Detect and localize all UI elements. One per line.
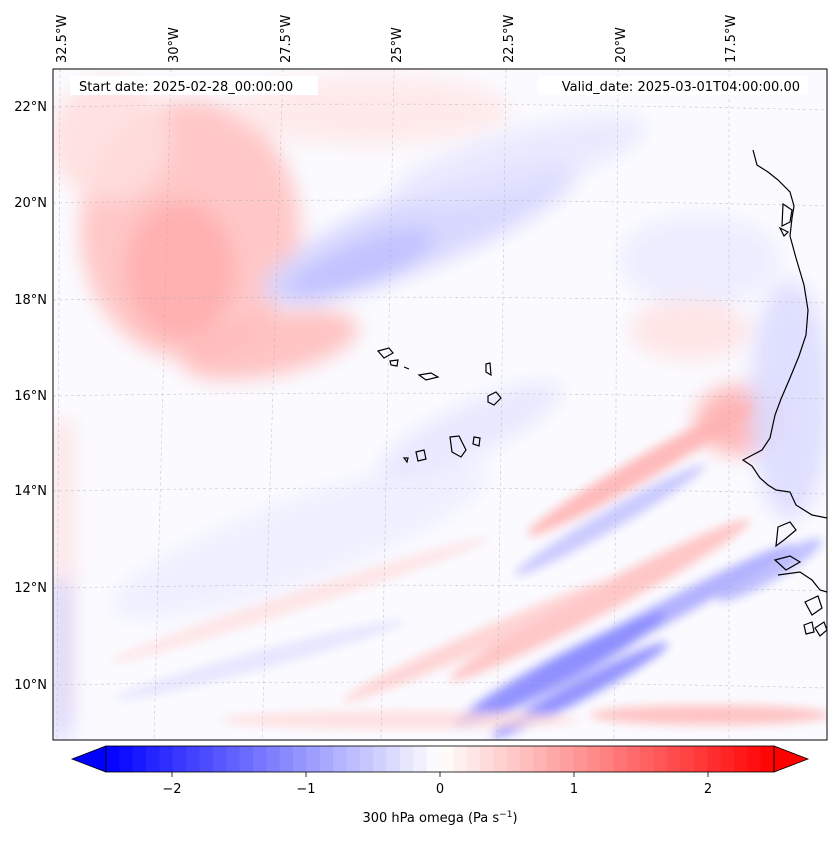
colorbar-cell bbox=[747, 746, 762, 772]
colorbar-cell bbox=[359, 746, 374, 772]
colorbar-cell bbox=[440, 746, 454, 772]
colorbar-cell bbox=[226, 746, 241, 772]
coastline bbox=[741, 149, 827, 637]
colorbar-cell bbox=[426, 746, 441, 772]
colorbar-cell bbox=[306, 746, 321, 772]
lat-label: 20°N bbox=[14, 196, 47, 211]
lon-label: 32.5°W bbox=[55, 15, 70, 63]
lon-label: 27.5°W bbox=[279, 15, 294, 63]
colorbar-cell bbox=[733, 746, 748, 772]
colorbar-cell bbox=[680, 746, 695, 772]
colorbar-cell bbox=[520, 746, 535, 772]
colorbar-cell bbox=[159, 746, 174, 772]
colorbar-label: 300 hPa omega (Pa s−1) bbox=[362, 810, 517, 826]
lon-label: 22.5°W bbox=[502, 15, 517, 63]
colorbar-tick-label: 2 bbox=[704, 782, 712, 797]
colorbar-cell bbox=[266, 746, 281, 772]
colorbar-tick-label: 1 bbox=[570, 782, 578, 797]
colorbar-cell bbox=[252, 746, 267, 772]
lon-label: 30°W bbox=[167, 27, 182, 63]
map-frame bbox=[52, 68, 828, 741]
lat-label: 22°N bbox=[14, 100, 47, 115]
longitude-labels: 32.5°W 30°W 27.5°W 25°W 22.5°W 20°W 17.5… bbox=[55, 15, 739, 63]
colorbar-cell bbox=[586, 746, 601, 772]
colorbar-cell bbox=[239, 746, 254, 772]
colorbar-cell bbox=[399, 746, 414, 772]
colorbar-cell bbox=[466, 746, 481, 772]
colorbar-tick-label: 0 bbox=[436, 782, 444, 797]
start-date-label: Start date: 2025-02-28_00:00:00 bbox=[79, 80, 293, 95]
colorbar-cell bbox=[279, 746, 294, 772]
map-panel: Start date: 2025-02-28_00:00:00 Valid_da… bbox=[53, 69, 827, 740]
colorbar-cell bbox=[132, 746, 147, 772]
colorbar-extend-high bbox=[773, 745, 810, 773]
colorbar-cell bbox=[333, 746, 348, 772]
colorbar-cell bbox=[119, 746, 134, 772]
lon-label: 17.5°W bbox=[724, 15, 739, 63]
colorbar-cell bbox=[413, 746, 428, 772]
colorbar-cell bbox=[627, 746, 641, 772]
colorbar-ticks bbox=[171, 772, 709, 777]
colorbar-cell bbox=[319, 746, 334, 772]
colorbar-cell bbox=[573, 746, 588, 772]
colorbar-cell bbox=[346, 746, 361, 772]
colorbar-cell bbox=[533, 746, 548, 772]
latitude-labels: 22°N 20°N 18°N 16°N 14°N 12°N 10°N bbox=[14, 100, 47, 693]
colorbar: −2 −1 0 1 2 300 hPa omega (Pa s−1) bbox=[70, 745, 810, 826]
colorbar-cell bbox=[667, 746, 682, 772]
colorbar-extend-low bbox=[70, 745, 107, 773]
colorbar-cells bbox=[106, 746, 775, 772]
colorbar-cell bbox=[760, 746, 775, 772]
colorbar-cell bbox=[480, 746, 495, 772]
lat-label: 12°N bbox=[14, 581, 47, 596]
colorbar-label-tail: ) bbox=[512, 811, 517, 826]
colorbar-cell bbox=[199, 746, 214, 772]
colorbar-tick-label: −2 bbox=[162, 782, 181, 797]
lon-label: 25°W bbox=[390, 27, 405, 63]
lat-label: 14°N bbox=[14, 484, 47, 499]
lat-label: 16°N bbox=[14, 389, 47, 404]
colorbar-cell bbox=[186, 746, 201, 772]
colorbar-cell bbox=[546, 746, 561, 772]
lat-label: 10°N bbox=[14, 678, 47, 693]
colorbar-label-main: 300 hPa omega (Pa s bbox=[362, 811, 499, 826]
colorbar-cell bbox=[493, 746, 508, 772]
colorbar-cell bbox=[386, 746, 401, 772]
colorbar-cell bbox=[453, 746, 468, 772]
colorbar-cell bbox=[560, 746, 575, 772]
graticule bbox=[53, 69, 827, 740]
colorbar-cell bbox=[506, 746, 521, 772]
lat-label: 18°N bbox=[14, 293, 47, 308]
colorbar-cell bbox=[146, 746, 161, 772]
colorbar-cell bbox=[293, 746, 307, 772]
islands bbox=[376, 347, 502, 464]
colorbar-cell bbox=[172, 746, 187, 772]
colorbar-cell bbox=[600, 746, 615, 772]
colorbar-tick-label: −1 bbox=[296, 782, 315, 797]
colorbar-cell bbox=[693, 746, 708, 772]
colorbar-cell bbox=[212, 746, 227, 772]
colorbar-cell bbox=[720, 746, 735, 772]
lon-label: 20°W bbox=[614, 27, 629, 63]
colorbar-cell bbox=[613, 746, 628, 772]
omega-field bbox=[53, 75, 827, 740]
colorbar-cell bbox=[640, 746, 655, 772]
colorbar-cell bbox=[373, 746, 388, 772]
start-date-box bbox=[70, 76, 318, 95]
valid-date-box bbox=[538, 76, 808, 95]
colorbar-label-exponent: −1 bbox=[499, 810, 512, 820]
colorbar-cell bbox=[653, 746, 668, 772]
colorbar-cell bbox=[106, 746, 120, 772]
valid-date-label: Valid_date: 2025-03-01T04:00:00.00 bbox=[562, 80, 800, 95]
colorbar-cell bbox=[707, 746, 722, 772]
